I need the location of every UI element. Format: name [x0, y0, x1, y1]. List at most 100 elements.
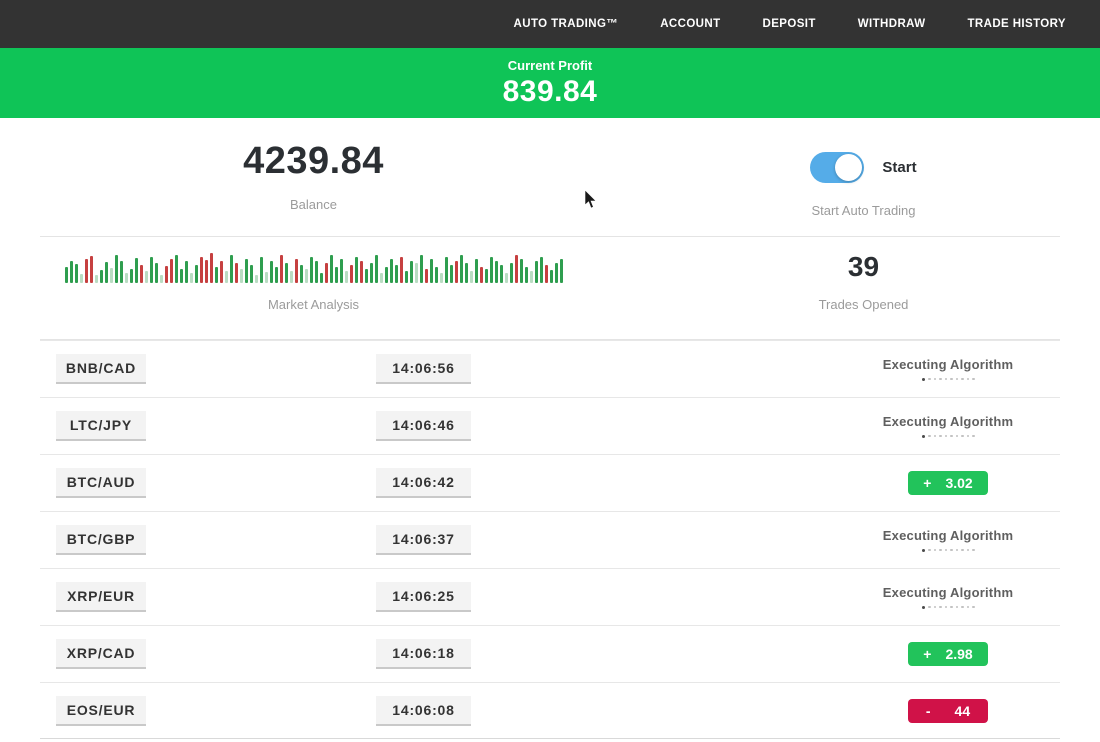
nav-item[interactable]: DEPOSIT: [762, 18, 816, 30]
market-bar: [154, 263, 158, 283]
table-row: BNB/CAD 14:06:56 Executing Algorithm: [40, 340, 1060, 397]
market-bar: [374, 255, 378, 283]
current-profit-label: Current Profit: [507, 57, 593, 73]
nav-item[interactable]: ACCOUNT: [660, 18, 721, 30]
market-bar: [434, 267, 438, 283]
nav-item[interactable]: AUTO TRADING™: [513, 18, 619, 30]
market-bar: [334, 267, 338, 283]
market-bar: [454, 261, 458, 283]
market-bar: [509, 263, 513, 283]
market-bar: [294, 259, 298, 283]
market-bar: [224, 271, 228, 283]
market-bar: [309, 257, 313, 283]
trades-opened-value: 39: [847, 251, 880, 282]
progress-dots: [921, 377, 975, 382]
executing-label: Executing Algorithm: [882, 527, 1014, 543]
market-bar: [529, 271, 533, 283]
time-badge[interactable]: 14:06:08: [376, 695, 471, 726]
market-bar: [414, 263, 418, 283]
market-bar: [439, 273, 443, 283]
market-bar: [359, 261, 363, 283]
top-navbar: AUTO TRADING™ ACCOUNT DEPOSIT WITHDRAW T…: [0, 0, 1100, 48]
market-bar: [559, 259, 563, 283]
pair-badge[interactable]: BTC/GBP: [56, 525, 146, 555]
market-analysis-chart: [64, 251, 563, 283]
market-bar: [424, 269, 428, 283]
market-bar: [229, 255, 233, 283]
market-bar: [94, 275, 98, 283]
time-badge[interactable]: 14:06:42: [376, 468, 471, 498]
trades-opened-label: Trades Opened: [818, 297, 909, 312]
status-cell: Executing Algorithm: [858, 585, 1038, 610]
toggle-knob-icon: [835, 154, 863, 181]
market-bar: [279, 255, 283, 283]
market-bar: [429, 259, 433, 283]
pair-badge[interactable]: BNB/CAD: [56, 354, 146, 384]
market-bar: [139, 265, 143, 283]
market-bar: [464, 263, 468, 283]
market-bar: [244, 259, 248, 283]
time-badge[interactable]: 14:06:46: [376, 411, 471, 441]
market-bar: [149, 257, 153, 283]
market-bar: [514, 255, 518, 283]
current-profit-banner: Current Profit 839.84: [0, 48, 1100, 118]
market-bar: [79, 274, 83, 283]
market-bar: [369, 263, 373, 283]
market-bar: [179, 269, 183, 283]
progress-dots: [921, 548, 975, 553]
loss-badge: -44: [908, 698, 988, 723]
market-analysis-label: Market Analysis: [267, 297, 360, 312]
time-badge[interactable]: 14:06:18: [376, 639, 471, 669]
market-bar: [234, 263, 238, 283]
time-badge[interactable]: 14:06:37: [376, 525, 471, 555]
progress-dots: [921, 605, 975, 610]
market-bar: [239, 269, 243, 283]
status-cell: Executing Algorithm: [858, 528, 1038, 553]
market-bar: [129, 269, 133, 283]
status-cell: -44: [858, 698, 1038, 723]
pair-badge[interactable]: XRP/EUR: [56, 582, 146, 612]
market-bar: [254, 275, 258, 283]
toggle-wrap: Start: [810, 152, 917, 183]
pair-badge[interactable]: EOS/EUR: [56, 695, 146, 726]
status-cell: +2.98: [858, 642, 1038, 666]
market-bar: [329, 255, 333, 283]
market-bar: [284, 263, 288, 283]
market-bar: [249, 265, 253, 283]
market-analysis-block: Market Analysis: [0, 237, 627, 339]
auto-trading-block: Start Start Auto Trading: [627, 118, 1100, 236]
auto-trading-toggle[interactable]: [810, 152, 865, 183]
market-bar: [144, 271, 148, 283]
market-bar: [194, 265, 198, 283]
market-bar: [274, 267, 278, 283]
market-bar: [444, 257, 448, 283]
pair-badge[interactable]: BTC/AUD: [56, 468, 146, 498]
nav-item[interactable]: TRADE HISTORY: [967, 18, 1066, 30]
market-bar: [69, 261, 73, 283]
nav-item[interactable]: WITHDRAW: [857, 18, 926, 30]
market-bar: [264, 272, 268, 283]
trades-table: BNB/CAD 14:06:56 Executing Algorithm LTC…: [0, 340, 1100, 739]
market-bar: [89, 256, 93, 283]
time-badge[interactable]: 14:06:25: [376, 582, 471, 612]
pair-badge[interactable]: XRP/CAD: [56, 639, 146, 669]
table-row: EOS/EUR 14:06:08 -44: [40, 682, 1060, 739]
market-bar: [259, 257, 263, 283]
market-bar: [269, 261, 273, 283]
balance-section: 4239.84 Balance Start Start Auto Trading: [0, 118, 1100, 236]
market-bar: [399, 257, 403, 283]
status-cell: Executing Algorithm: [858, 357, 1038, 382]
pair-badge[interactable]: LTC/JPY: [56, 411, 146, 441]
market-bar: [344, 271, 348, 283]
time-badge[interactable]: 14:06:56: [376, 354, 471, 384]
market-bar: [84, 259, 88, 283]
current-profit-value: 839.84: [502, 74, 598, 108]
market-bar: [484, 269, 488, 283]
market-bar: [459, 255, 463, 283]
table-row: BTC/AUD 14:06:42 +3.02: [40, 454, 1060, 511]
market-bar: [164, 266, 168, 283]
market-bar: [209, 253, 213, 283]
divider: [40, 339, 1060, 340]
market-bar: [499, 265, 503, 283]
